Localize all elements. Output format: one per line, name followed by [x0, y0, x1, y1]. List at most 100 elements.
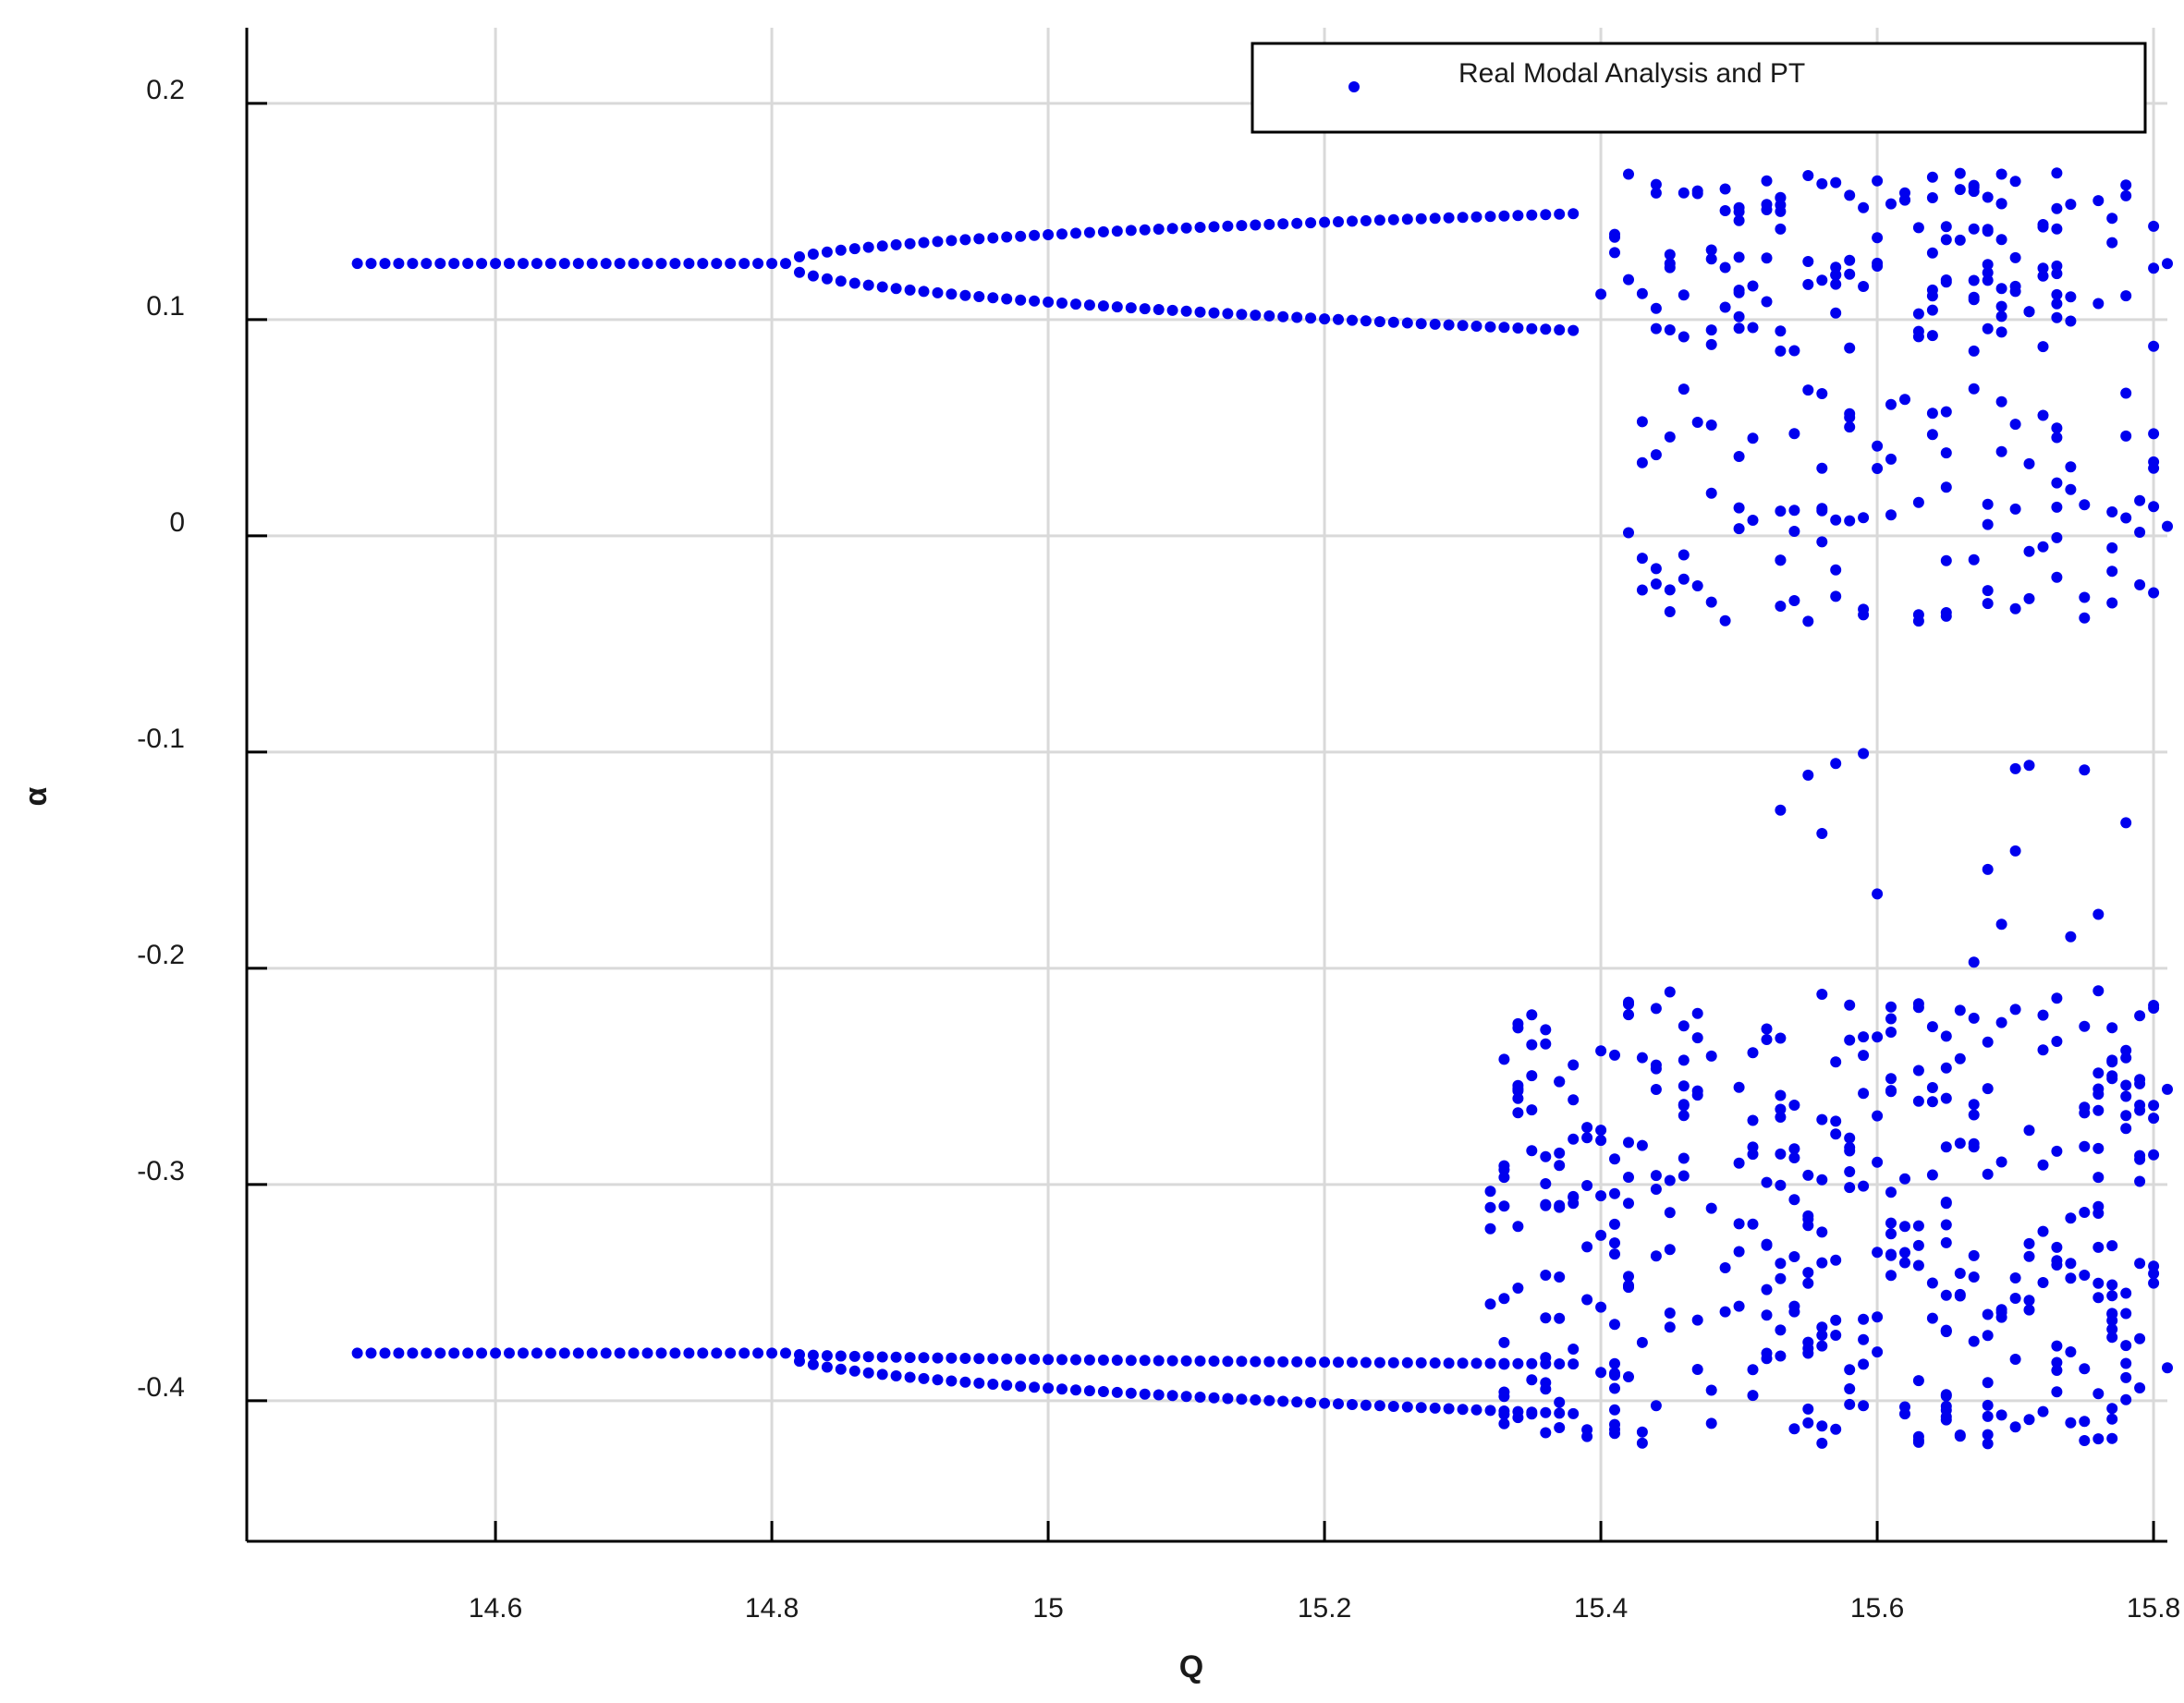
- data-point: [2009, 503, 2021, 515]
- data-point: [1995, 395, 2007, 408]
- data-point: [2037, 409, 2049, 421]
- data-point: [1512, 210, 1524, 222]
- data-point: [1512, 1221, 1524, 1233]
- data-point: [2120, 512, 2132, 524]
- data-point: [448, 1347, 460, 1359]
- data-point: [1153, 1355, 1165, 1367]
- data-point: [1664, 258, 1676, 270]
- data-point: [2009, 251, 2021, 263]
- data-point: [2079, 1416, 2091, 1428]
- data-point: [1222, 308, 1234, 320]
- data-point: [669, 258, 681, 270]
- data-point: [2051, 432, 2063, 444]
- data-point: [1236, 1393, 1248, 1405]
- data-point: [1802, 1210, 1814, 1222]
- data-point: [1788, 1152, 1800, 1163]
- data-point: [1926, 171, 1938, 183]
- data-point: [876, 240, 888, 252]
- data-point: [2092, 985, 2105, 997]
- data-point: [1733, 1246, 1745, 1258]
- data-point: [1995, 310, 2007, 322]
- data-point: [1347, 314, 1358, 326]
- data-point: [946, 1375, 958, 1387]
- data-point: [1609, 1248, 1620, 1260]
- data-point: [2134, 578, 2146, 590]
- data-point: [1705, 1417, 1717, 1429]
- data-point: [1650, 302, 1662, 314]
- data-point: [1816, 1113, 1828, 1125]
- data-point: [1940, 1414, 1952, 1426]
- data-point: [2037, 541, 2049, 553]
- data-point: [379, 1347, 391, 1359]
- data-point: [2051, 422, 2063, 434]
- data-point: [890, 1351, 902, 1363]
- data-point: [1568, 208, 1580, 220]
- data-point: [600, 1347, 612, 1359]
- data-point: [1194, 306, 1206, 318]
- data-point: [1291, 217, 1303, 229]
- data-point: [393, 1347, 405, 1359]
- data-point: [1498, 1417, 1510, 1429]
- data-point: [462, 258, 474, 270]
- data-point: [1208, 307, 1220, 319]
- data-point: [1512, 1092, 1524, 1104]
- data-point: [1912, 1430, 1924, 1442]
- data-point: [1926, 304, 1938, 316]
- data-point: [669, 1347, 681, 1359]
- data-point: [1775, 1103, 1787, 1115]
- data-point: [807, 1358, 819, 1370]
- data-point: [1015, 230, 1027, 242]
- data-point: [1844, 421, 1856, 433]
- data-point: [1470, 1357, 1482, 1369]
- data-point: [1747, 1364, 1759, 1376]
- data-point: [1940, 234, 1952, 246]
- data-point: [1568, 1358, 1580, 1370]
- data-point: [1623, 1198, 1634, 1210]
- data-point: [752, 1347, 764, 1359]
- data-point: [1705, 1384, 1717, 1396]
- data-point: [1761, 1034, 1773, 1045]
- data-point: [807, 1349, 819, 1361]
- data-point: [1830, 1128, 1842, 1140]
- data-point: [1747, 322, 1759, 334]
- data-point: [1844, 1383, 1856, 1394]
- data-point: [1954, 1137, 1966, 1150]
- data-point: [2106, 1240, 2118, 1252]
- data-point: [1568, 1133, 1580, 1145]
- data-point: [2134, 1382, 2146, 1393]
- data-point: [890, 1370, 902, 1381]
- data-point: [1830, 590, 1842, 602]
- data-point: [2120, 1308, 2132, 1320]
- data-point: [2148, 1113, 2160, 1125]
- data-point: [448, 258, 460, 270]
- data-point: [1609, 228, 1620, 240]
- data-point: [544, 258, 556, 270]
- data-point: [1858, 609, 1870, 621]
- data-point: [2106, 1290, 2118, 1302]
- data-point: [1761, 1283, 1773, 1295]
- data-point: [1554, 1358, 1566, 1369]
- data-point: [2092, 1142, 2105, 1154]
- data-point: [1912, 308, 1924, 320]
- data-point: [2051, 571, 2063, 583]
- data-point: [1678, 1100, 1690, 1112]
- data-point: [1830, 262, 1842, 274]
- data-point: [1554, 1422, 1566, 1433]
- data-point: [2051, 531, 2063, 543]
- data-point: [1166, 304, 1178, 316]
- data-point: [973, 1377, 985, 1389]
- data-point: [794, 1356, 805, 1368]
- data-point: [1844, 515, 1856, 527]
- data-point: [1816, 828, 1828, 839]
- y-tick-label: -0.3: [137, 1156, 185, 1186]
- data-point: [1208, 1356, 1220, 1367]
- data-point: [1940, 447, 1952, 459]
- data-point: [1347, 1399, 1358, 1410]
- data-point: [1691, 1085, 1703, 1097]
- data-point: [1844, 342, 1856, 354]
- data-point: [1111, 225, 1123, 237]
- data-point: [1995, 300, 2007, 312]
- data-point: [1968, 1109, 1980, 1121]
- data-point: [572, 258, 584, 270]
